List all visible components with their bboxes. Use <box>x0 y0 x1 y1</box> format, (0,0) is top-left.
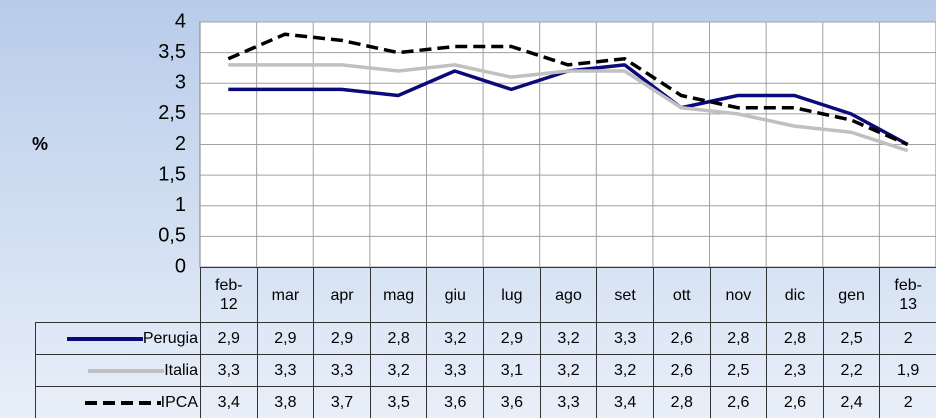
category-cell: gen <box>822 267 881 323</box>
value-cell: 3,7 <box>313 386 371 418</box>
series-line <box>228 63 909 153</box>
category-cell: mag <box>369 267 428 323</box>
legend-label: Italia <box>164 362 198 379</box>
y-tick-label: 2 <box>175 133 186 155</box>
y-tick-label: 1 <box>175 194 186 216</box>
value-cell: 3,3 <box>596 322 654 355</box>
category-cell: ago <box>539 267 598 323</box>
y-axis-label: % <box>32 134 48 154</box>
category-cell: ott <box>652 267 711 323</box>
value-cell: 2,8 <box>652 386 711 418</box>
category-cell: apr <box>313 267 371 323</box>
value-cell: 3,4 <box>596 386 654 418</box>
value-cell: 2,8 <box>766 322 824 355</box>
value-cell: 3,5 <box>369 386 428 418</box>
y-tick-label: 3 <box>175 72 186 94</box>
value-cell: 3,2 <box>426 322 485 355</box>
value-cell: 2,6 <box>652 322 711 355</box>
category-cell: nov <box>709 267 768 323</box>
value-cell: 3,2 <box>539 354 598 387</box>
value-cell: 3,1 <box>483 354 541 387</box>
legend-swatch <box>84 400 161 405</box>
value-cell: 3,3 <box>313 354 371 387</box>
value-cell: 3,3 <box>539 386 598 418</box>
value-cell: 3,2 <box>539 322 598 355</box>
y-tick-label: 2,5 <box>158 102 186 124</box>
category-cell: giu <box>426 267 485 323</box>
y-tick-label: 3,5 <box>158 41 186 63</box>
value-cell: 2,4 <box>822 386 881 418</box>
value-cell: 3,8 <box>256 386 315 418</box>
legend-label: IPCA <box>160 394 198 411</box>
value-cell: 3,2 <box>369 354 428 387</box>
legend-cell: Perugia <box>35 322 201 355</box>
y-tick-label: 1,5 <box>158 163 186 185</box>
value-cell: 2,9 <box>200 322 258 355</box>
y-tick-label: 0 <box>175 255 186 277</box>
legend-swatch <box>66 336 143 341</box>
legend-cell: Italia <box>35 354 201 387</box>
value-cell: 2,9 <box>483 322 541 355</box>
value-cell: 2,6 <box>766 386 824 418</box>
category-cell: mar <box>256 267 315 323</box>
value-cell: 2,5 <box>822 322 881 355</box>
value-cell: 2,6 <box>652 354 711 387</box>
value-cell: 2,6 <box>709 386 768 418</box>
value-cell: 2,8 <box>369 322 428 355</box>
series-line <box>227 32 909 147</box>
category-cell: feb-13 <box>879 267 936 323</box>
value-cell: 1,9 <box>879 354 936 387</box>
y-tick-label: 0,5 <box>158 225 186 247</box>
legend-label: Perugia <box>142 330 198 347</box>
y-tick-label: 4 <box>175 10 186 32</box>
value-cell: 3,4 <box>200 386 258 418</box>
category-cell: set <box>596 267 654 323</box>
value-cell: 2 <box>879 322 936 355</box>
value-cell: 3,3 <box>200 354 258 387</box>
legend-swatch <box>88 368 165 373</box>
value-cell: 2,9 <box>256 322 315 355</box>
value-cell: 2,5 <box>709 354 768 387</box>
legend-cell: IPCA <box>35 386 201 418</box>
category-cell: feb-12 <box>200 267 258 323</box>
value-cell: 3,3 <box>426 354 485 387</box>
category-cell: dic <box>766 267 824 323</box>
value-cell: 3,2 <box>596 354 654 387</box>
value-cell: 3,6 <box>426 386 485 418</box>
value-cell: 2,2 <box>822 354 881 387</box>
value-cell: 2 <box>879 386 936 418</box>
value-cell: 2,3 <box>766 354 824 387</box>
value-cell: 2,9 <box>313 322 371 355</box>
category-cell: lug <box>483 267 541 323</box>
value-cell: 2,8 <box>709 322 768 355</box>
value-cell: 3,6 <box>483 386 541 418</box>
value-cell: 3,3 <box>256 354 315 387</box>
